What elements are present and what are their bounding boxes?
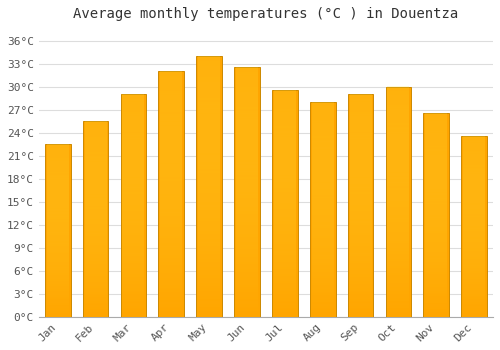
Bar [272,90,297,317]
Bar [424,113,449,317]
Bar [45,144,70,317]
Bar [82,121,108,317]
Bar [386,86,411,317]
Bar [196,56,222,317]
Bar [120,94,146,317]
Bar [348,94,374,317]
Bar [310,102,336,317]
Title: Average monthly temperatures (°C ) in Douentza: Average monthly temperatures (°C ) in Do… [74,7,458,21]
Bar [462,136,487,317]
Bar [234,68,260,317]
Bar [158,71,184,317]
